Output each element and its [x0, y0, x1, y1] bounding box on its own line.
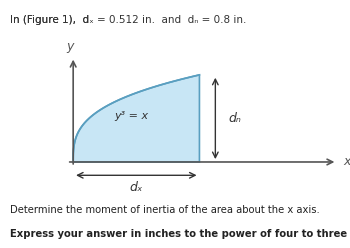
Text: Express your answer in inches to the power of four to three significant figures.: Express your answer in inches to the pow… [10, 229, 350, 239]
Text: In (Figure 1),  dₓ = 0.512 in.  and  dₙ = 0.8 in.: In (Figure 1), dₓ = 0.512 in. and dₙ = 0… [10, 15, 247, 25]
Text: x: x [344, 155, 350, 168]
Text: Determine the moment of inertia of the area about the x axis.: Determine the moment of inertia of the a… [10, 205, 320, 215]
Text: dₙ: dₙ [228, 112, 241, 125]
Text: dₓ: dₓ [130, 181, 143, 194]
Text: y³ = x: y³ = x [114, 111, 149, 121]
Text: y: y [66, 40, 74, 53]
Polygon shape [73, 75, 200, 162]
Text: In (Figure 1),  d: In (Figure 1), d [10, 15, 90, 25]
